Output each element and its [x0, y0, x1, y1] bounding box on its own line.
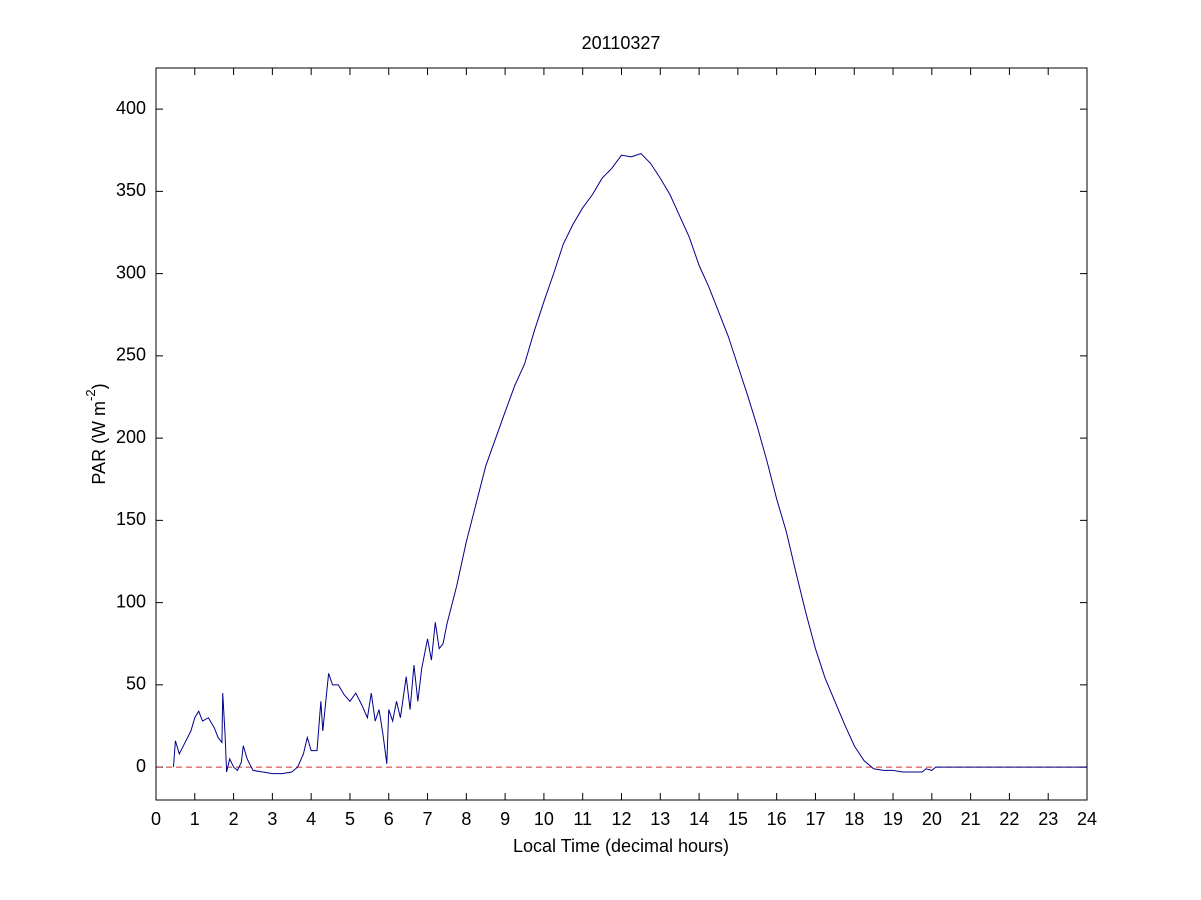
y-axis-label: PAR (W m-2)	[83, 383, 108, 484]
x-tick-label: 8	[461, 809, 471, 829]
x-tick-label: 6	[384, 809, 394, 829]
x-tick-label: 19	[883, 809, 903, 829]
x-tick-label: 21	[961, 809, 981, 829]
x-tick-label: 17	[805, 809, 825, 829]
y-tick-label: 200	[116, 427, 146, 447]
x-axis-label: Local Time (decimal hours)	[513, 836, 729, 856]
x-tick-label: 9	[500, 809, 510, 829]
x-tick-label: 12	[611, 809, 631, 829]
x-tick-label: 2	[229, 809, 239, 829]
plot-frame	[155, 67, 1088, 801]
x-tick-label: 22	[999, 809, 1019, 829]
x-tick-label: 4	[306, 809, 316, 829]
y-tick-label: 150	[116, 509, 146, 529]
x-tick-label: 11	[573, 809, 592, 829]
x-tick-label: 5	[345, 809, 355, 829]
chart-title: 20110327	[582, 33, 661, 53]
x-tick-label: 16	[767, 809, 787, 829]
y-tick-label: 0	[136, 756, 146, 776]
y-axis-label-main: PAR (W m	[89, 401, 109, 485]
x-tick-label: 1	[190, 809, 200, 829]
x-tick-label: 0	[151, 809, 161, 829]
x-tick-label: 15	[728, 809, 748, 829]
x-tick-label: 23	[1038, 809, 1058, 829]
x-tick-label: 24	[1077, 809, 1097, 829]
y-axis-label-sup: -2	[83, 389, 98, 401]
x-tick-label: 7	[423, 809, 433, 829]
y-tick-label: 400	[116, 98, 146, 118]
x-tick-label: 14	[689, 809, 709, 829]
x-tick-label: 13	[650, 809, 670, 829]
y-tick-label: 100	[116, 591, 146, 611]
y-tick-label: 350	[116, 180, 146, 200]
x-tick-label: 20	[922, 809, 942, 829]
x-tick-label: 18	[844, 809, 864, 829]
data-line	[172, 152, 1087, 775]
y-axis-label-end: )	[89, 383, 109, 389]
y-tick-label: 50	[126, 674, 146, 694]
x-tick-label: 10	[534, 809, 554, 829]
x-tick-label: 3	[267, 809, 277, 829]
y-tick-label: 250	[116, 345, 146, 365]
y-tick-label: 300	[116, 262, 146, 282]
